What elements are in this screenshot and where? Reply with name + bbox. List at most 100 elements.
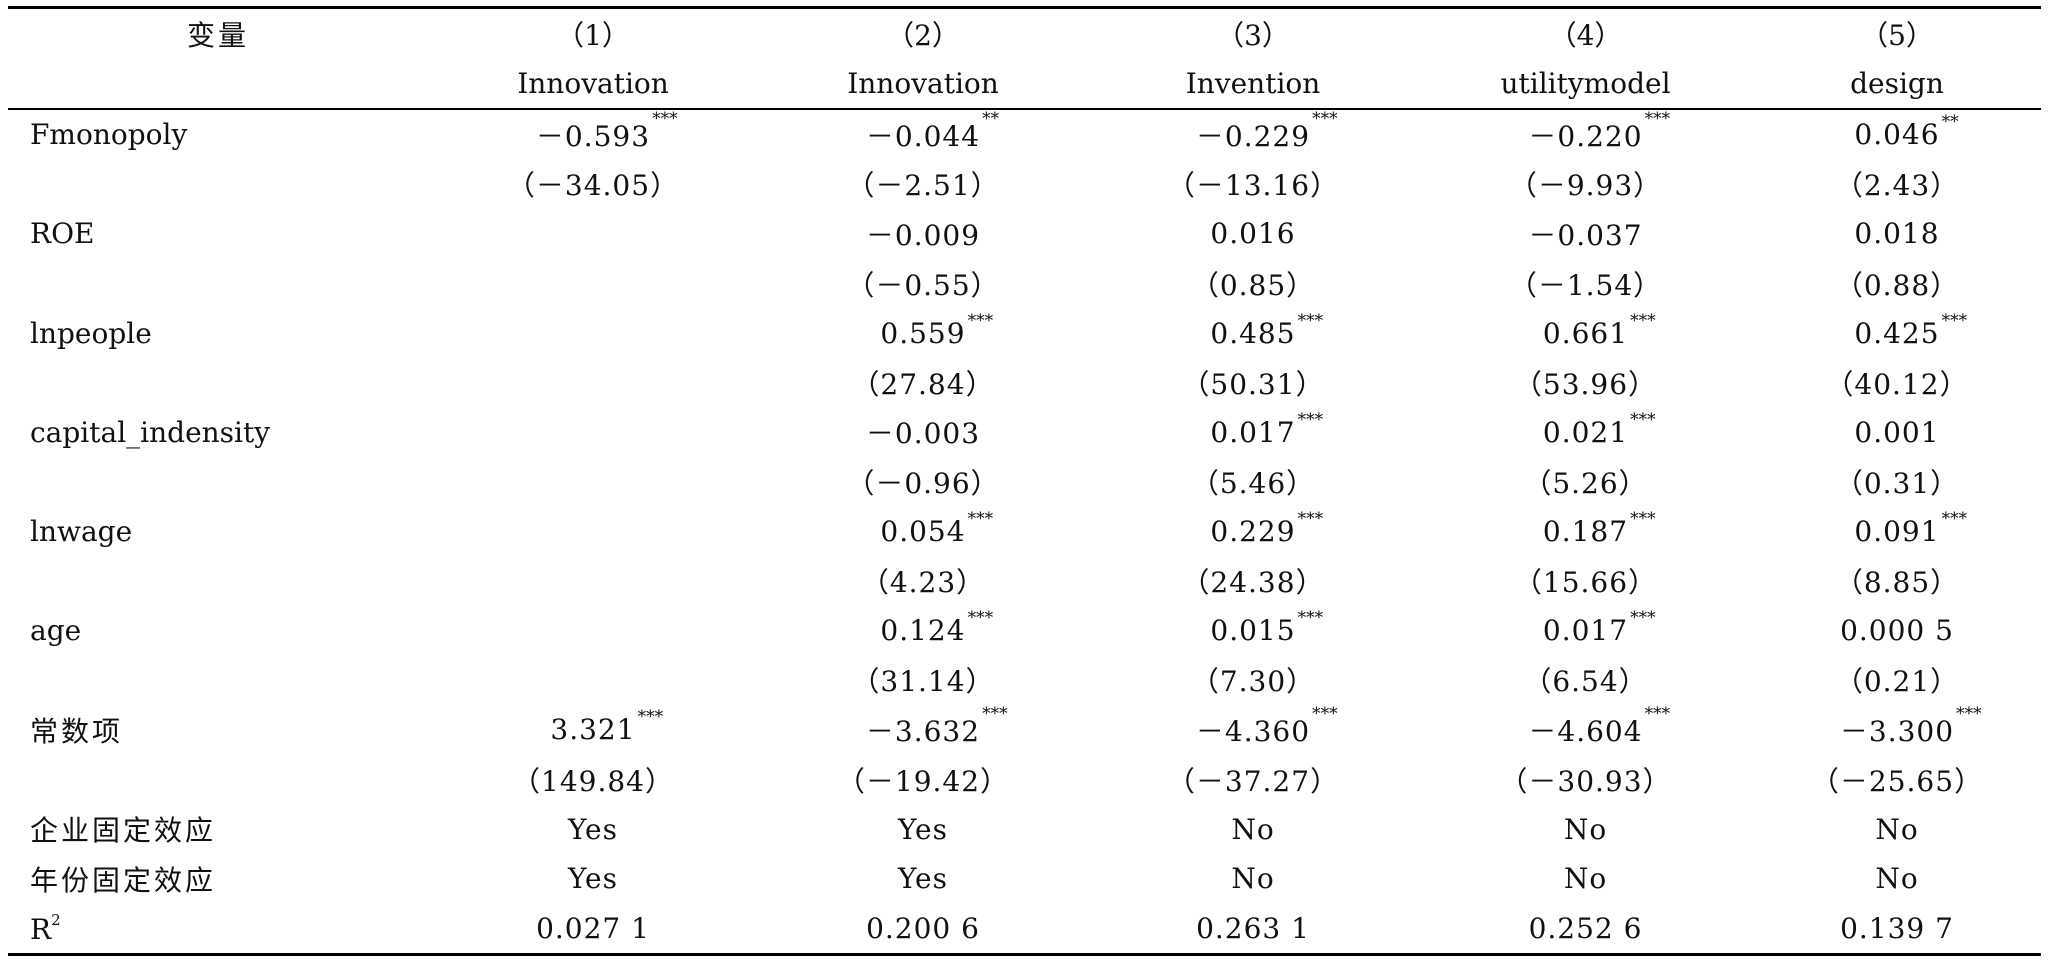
header-col-name: design (1753, 59, 2041, 110)
t-statistic-cell: （53.96） (1418, 358, 1753, 408)
significance-stars: *** (652, 108, 678, 129)
coefficient-cell: 0.124 *** (758, 606, 1088, 656)
coefficient-wrap: －3.300 *** (1840, 704, 1982, 750)
coefficient-wrap: 0.001 (1854, 416, 1939, 449)
t-statistic-cell (428, 656, 758, 706)
coefficient-cell: －0.044 ** (758, 109, 1088, 160)
footer-value: No (1875, 812, 1919, 846)
t-statistic-cell: （0.31） (1753, 457, 2041, 507)
coefficient-wrap: 0.046 ** (1854, 112, 1958, 151)
coefficient-value: －0.009 (865, 218, 981, 252)
significance-stars: *** (1297, 608, 1324, 629)
significance-stars: *** (1941, 509, 1968, 530)
footer-value-cell: No (1088, 854, 1418, 904)
variable-name: 常数项 (30, 714, 124, 748)
coefficient-wrap: －0.037 (1528, 214, 1642, 254)
coefficient-cell: 0.017 *** (1418, 606, 1753, 656)
coefficient-cell: －4.604 *** (1418, 704, 1753, 755)
coefficient-cell: 0.015 *** (1088, 606, 1418, 656)
footer-value: No (1563, 812, 1608, 846)
t-statistic: （4.23） (860, 566, 986, 600)
coefficient-value: 0.018 (1854, 217, 1940, 251)
footer-value-cell: Yes (428, 804, 758, 854)
header-col-number: （2） (758, 6, 1088, 59)
t-statistic: （－0.55） (846, 268, 1000, 302)
footer-value-cell: 0.200 6 (758, 903, 1088, 957)
t-statistic-cell: （15.66） (1418, 556, 1753, 606)
table-row-coefficient: Fmonopoly －0.593 *** －0.044 ** －0.229 *** －0.22… (8, 109, 2041, 160)
footer-value: Yes (568, 862, 618, 896)
coefficient-value: －0.003 (865, 417, 981, 451)
coefficient-wrap: －3.632 *** (865, 704, 1008, 750)
coefficient-value: －0.220 (1528, 119, 1643, 153)
significance-stars: *** (982, 703, 1008, 724)
t-statistic: （－13.16） (1166, 169, 1340, 203)
footer-label-text: R (30, 912, 52, 946)
footer-value: 0.252 6 (1528, 911, 1643, 945)
significance-stars: *** (1297, 310, 1324, 331)
coefficient-value: －0.593 (535, 119, 651, 153)
table-row-coefficient: 常数项 3.321 *** －3.632 *** －4.360 *** －4.604 *** －3… (8, 703, 2041, 755)
coefficient-value: 3.321 (550, 713, 636, 747)
t-statistic: （0.21） (1834, 665, 1960, 699)
coefficient-wrap: 0.018 (1854, 217, 1939, 250)
coefficient-value: －4.360 (1195, 714, 1311, 748)
table-row-coefficient: ROE －0.009 0.016 －0.037 0.018 (8, 209, 2041, 259)
significance-stars: ** (982, 108, 1000, 129)
t-statistic-cell: （40.12） (1753, 358, 2041, 408)
footer-value-cell: No (1753, 854, 2041, 904)
table-row-tstat: （31.14） （7.30） （6.54） （0.21） (8, 656, 2041, 706)
empty-label (8, 755, 428, 805)
significance-stars: *** (1941, 310, 1968, 331)
coefficient-wrap: 0.017 *** (1210, 410, 1323, 449)
footer-label: 企业固定效应 (8, 804, 428, 854)
coefficient-cell: 3.321 *** (428, 705, 758, 755)
variable-name: capital_indensity (30, 415, 271, 449)
significance-stars: ** (1941, 112, 1959, 133)
significance-stars: *** (967, 509, 994, 530)
regression-table-container: 变量 （1） （2） （3） （4） （5） Innovation Innova… (8, 6, 2041, 957)
footer-value-cell: Yes (428, 854, 758, 904)
table-row-coefficient: capital_indensity －0.003 0.017 *** 0.021 *** 0… (8, 408, 2041, 458)
footer-value-cell: No (1753, 804, 2041, 854)
t-statistic-cell: （2.43） (1753, 160, 2041, 210)
coefficient-cell: 0.091 *** (1753, 507, 2041, 557)
t-statistic-cell: （－37.27） (1088, 755, 1418, 805)
coefficient-cell: －0.229 *** (1088, 109, 1418, 160)
header-col-number: （5） (1753, 6, 2041, 59)
footer-value: Yes (568, 812, 618, 846)
t-statistic-cell: （－19.42） (758, 755, 1088, 805)
table-row-footer: 年份固定效应 Yes Yes No No No (8, 854, 2041, 904)
footer-label-superscript: 2 (51, 910, 61, 929)
header-col-name: utilitymodel (1418, 59, 1753, 110)
coefficient-value: 0.001 (1854, 415, 1940, 449)
coefficient-wrap: 0.425 *** (1854, 311, 1967, 350)
coefficient-cell: 0.485 *** (1088, 308, 1418, 358)
t-statistic: （50.31） (1181, 367, 1325, 401)
significance-stars: *** (1956, 703, 1982, 724)
table-row-footer: 企业固定效应 Yes Yes No No No (8, 804, 2041, 854)
significance-stars: *** (1630, 608, 1656, 629)
coefficient-value: 0.054 (880, 515, 966, 549)
coefficient-value: 0.017 (1542, 614, 1629, 648)
footer-value: 0.263 1 (1196, 911, 1310, 945)
t-statistic-cell (428, 259, 758, 309)
t-statistic: （8.85） (1834, 566, 1960, 600)
table-row-tstat: （4.23） （24.38） （15.66） （8.85） (8, 556, 2041, 606)
coefficient-value: 0.229 (1210, 515, 1296, 549)
header-row-numbers: 变量 （1） （2） （3） （4） （5） (8, 6, 2041, 59)
significance-stars: *** (1312, 703, 1338, 724)
coefficient-value: －3.632 (865, 714, 981, 748)
significance-stars: *** (1644, 108, 1671, 129)
header-col-number: （4） (1418, 6, 1753, 59)
coefficient-wrap: 3.321 *** (550, 707, 663, 747)
footer-value: 0.200 6 (866, 911, 980, 945)
table-row-tstat: （－0.96） （5.46） （5.26） （0.31） (8, 457, 2041, 507)
coefficient-cell: －3.632 *** (758, 704, 1088, 755)
t-statistic-cell: （0.21） (1753, 656, 2041, 706)
significance-stars: *** (637, 707, 664, 728)
t-statistic: （5.46） (1190, 466, 1316, 500)
coefficient-value: －0.037 (1528, 218, 1643, 252)
t-statistic: （－30.93） (1499, 764, 1672, 798)
variable-name: lnpeople (30, 316, 152, 350)
